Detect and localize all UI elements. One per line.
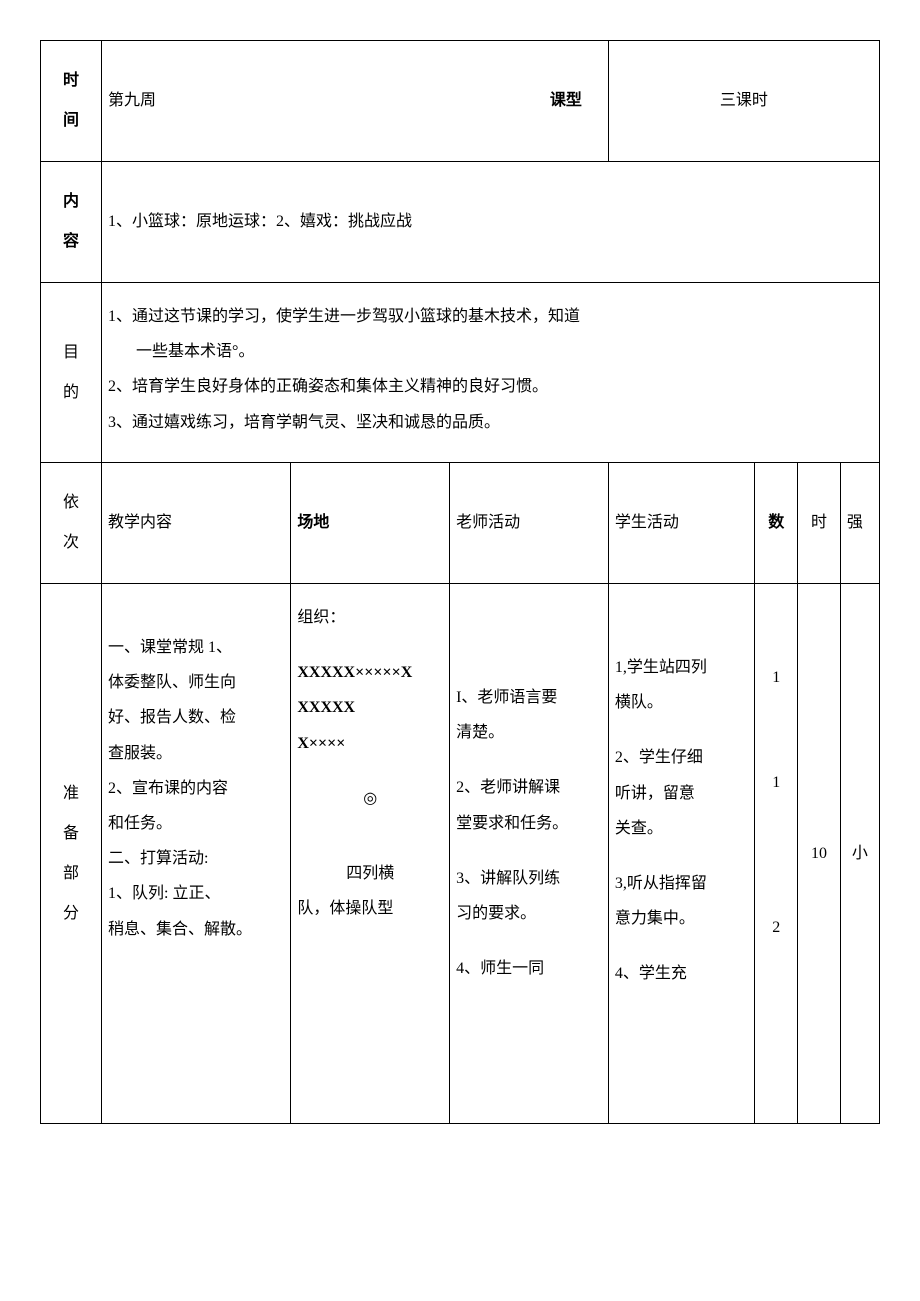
t-line3: 2、老师讲解课 xyxy=(456,770,602,805)
purpose-line4: 3、通过嬉戏练习，培育学朝气灵、坚决和诚恳的品质。 xyxy=(108,405,873,440)
header-teacher: 老师活动 xyxy=(450,463,609,584)
count-2: 1 xyxy=(761,765,791,800)
s-line3: 2、学生仔细 xyxy=(615,740,749,775)
tc-line2: 体委整队、师生向 xyxy=(108,665,284,700)
tc-line4: 查服装。 xyxy=(108,736,284,771)
t-line1: I、老师语言要 xyxy=(456,680,602,715)
purpose-label: 目的 xyxy=(41,283,102,463)
v-line1: 组织： xyxy=(297,600,443,635)
time-value: 第九周 课型 xyxy=(102,41,609,162)
tc-line7: 二、打算活动: xyxy=(108,841,284,876)
t-line4: 堂要求和任务。 xyxy=(456,806,602,841)
tc-line1: 一、课堂常规 1、 xyxy=(108,630,284,665)
t-line2: 清楚。 xyxy=(456,715,602,750)
v-line6: 四列横 xyxy=(297,856,443,891)
week-text: 第九周 xyxy=(108,92,156,109)
teacher-cell: I、老师语言要 清楚。 2、老师讲解课 堂要求和任务。 3、讲解队列练 习的要求… xyxy=(450,584,609,1124)
header-venue: 场地 xyxy=(291,463,450,584)
purpose-line2: 一些基本术语°。 xyxy=(108,334,873,369)
column-headers-row: 依次 教学内容 场地 老师活动 学生活动 数 时 强 xyxy=(41,463,880,584)
v-line5: ◎ xyxy=(297,781,443,816)
purpose-row: 目的 1、通过这节课的学习，使学生进一步驾驭小篮球的基木技术，知道 一些基本术语… xyxy=(41,283,880,463)
section-label: 准备部分 xyxy=(41,584,102,1124)
s-line5: 关查。 xyxy=(615,811,749,846)
intensity-cell: 小 xyxy=(840,584,879,1124)
t-line5: 3、讲解队列练 xyxy=(456,861,602,896)
count-cell: 1 1 2 xyxy=(755,584,798,1124)
content-row: 内容 1、小篮球：原地运球：2、嬉戏：挑战应战 xyxy=(41,162,880,283)
count-3: 2 xyxy=(761,910,791,945)
header-count: 数 xyxy=(755,463,798,584)
s-line7: 意力集中。 xyxy=(615,901,749,936)
v-line7: 队，体操队型 xyxy=(297,891,443,926)
type-value: 三课时 xyxy=(608,41,879,162)
header-section: 依次 xyxy=(41,463,102,584)
purpose-line1: 1、通过这节课的学习，使学生进一步驾驭小篮球的基木技术，知道 xyxy=(108,299,873,334)
header-teaching: 教学内容 xyxy=(102,463,291,584)
header-time: 时 xyxy=(798,463,841,584)
tc-line5: 2、宣布课的内容 xyxy=(108,771,284,806)
t-line7: 4、师生一同 xyxy=(456,951,602,986)
s-line6: 3,听从指挥留 xyxy=(615,866,749,901)
venue-cell: 组织： XXXXX×××××X XXXXX X×××× ◎ 四列横 队，体操队型 xyxy=(291,584,450,1124)
s-line1: 1,学生站四列 xyxy=(615,650,749,685)
time-label: 时间 xyxy=(41,41,102,162)
time-cell: 10 xyxy=(798,584,841,1124)
v-line2: XXXXX×××××X xyxy=(297,655,443,690)
lesson-plan-table: 时间 第九周 课型 三课时 内容 1、小篮球：原地运球：2、嬉戏：挑战应战 目的… xyxy=(40,40,880,1124)
count-1: 1 xyxy=(761,660,791,695)
purpose-value: 1、通过这节课的学习，使学生进一步驾驭小篮球的基木技术，知道 一些基本术语°。 … xyxy=(102,283,880,463)
v-line4: X×××× xyxy=(297,726,443,761)
tc-line6: 和任务。 xyxy=(108,806,284,841)
tc-line9: 稍息、集合、解散。 xyxy=(108,912,284,947)
time-row: 时间 第九周 课型 三课时 xyxy=(41,41,880,162)
header-student: 学生活动 xyxy=(608,463,755,584)
tc-line3: 好、报告人数、检 xyxy=(108,700,284,735)
header-intensity: 强 xyxy=(840,463,879,584)
teaching-content-cell: 一、课堂常规 1、 体委整队、师生向 好、报告人数、检 查服装。 2、宣布课的内… xyxy=(102,584,291,1124)
s-line8: 4、学生充 xyxy=(615,956,749,991)
content-value: 1、小篮球：原地运球：2、嬉戏：挑战应战 xyxy=(102,162,880,283)
s-line2: 横队。 xyxy=(615,685,749,720)
content-label: 内容 xyxy=(41,162,102,283)
tc-line8: 1、队列: 立正、 xyxy=(108,876,284,911)
type-label: 课型 xyxy=(550,83,582,118)
student-cell: 1,学生站四列 横队。 2、学生仔细 听讲，留意 关查。 3,听从指挥留 意力集… xyxy=(608,584,755,1124)
v-line3: XXXXX xyxy=(297,690,443,725)
s-line4: 听讲，留意 xyxy=(615,776,749,811)
data-row-prep: 准备部分 一、课堂常规 1、 体委整队、师生向 好、报告人数、检 查服装。 2、… xyxy=(41,584,880,1124)
purpose-line3: 2、培育学生良好身体的正确姿态和集体主义精神的良好习惯。 xyxy=(108,369,873,404)
t-line6: 习的要求。 xyxy=(456,896,602,931)
